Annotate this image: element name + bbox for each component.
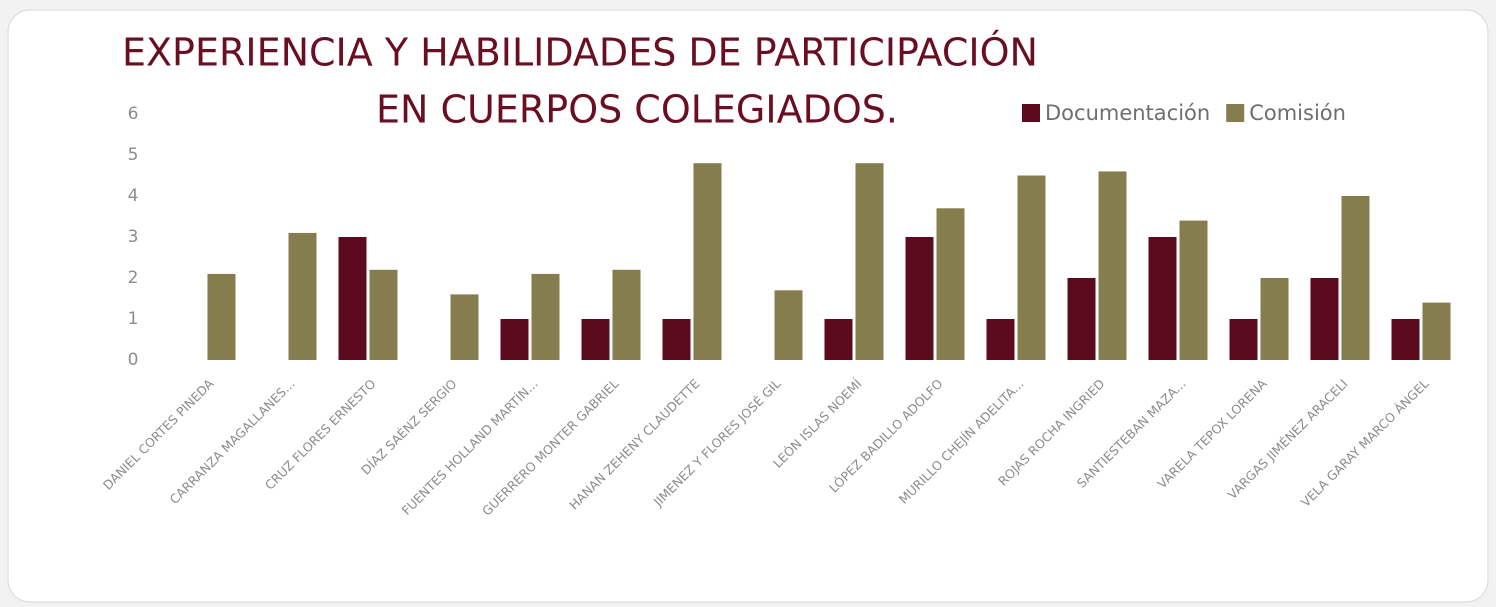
legend-label: Documentación [1045, 101, 1210, 125]
bar [338, 237, 367, 360]
bar [1310, 278, 1339, 360]
y-tick-label: 1 [128, 309, 139, 329]
bar [693, 163, 722, 360]
bar [936, 208, 965, 360]
y-tick-label: 0 [128, 350, 139, 370]
y-tick-label: 2 [128, 268, 139, 288]
bar [1067, 278, 1096, 360]
chart-title: EN CUERPOS COLEGIADOS. [376, 88, 898, 132]
bar [288, 232, 317, 360]
bar [1148, 237, 1177, 360]
bar [1229, 319, 1258, 360]
y-tick-label: 3 [128, 227, 139, 247]
card [7, 9, 1489, 603]
bar [207, 273, 236, 360]
bar [1391, 319, 1420, 360]
legend-label: Comisión [1249, 101, 1346, 125]
bar [581, 319, 610, 360]
bar [612, 269, 641, 360]
bar [1260, 278, 1289, 360]
legend-swatch [1226, 104, 1245, 122]
y-tick-label: 4 [128, 186, 139, 206]
bar [1422, 302, 1451, 360]
y-tick-label: 6 [128, 104, 139, 124]
bar [824, 319, 853, 360]
bar [855, 163, 884, 360]
bar [531, 273, 560, 360]
bar [905, 237, 934, 360]
bar [500, 319, 529, 360]
bar [986, 319, 1015, 360]
bar [1098, 171, 1127, 360]
y-tick-label: 5 [128, 145, 139, 165]
bar [774, 290, 803, 360]
bar [1341, 196, 1370, 360]
bar [369, 269, 398, 360]
bar [1017, 175, 1046, 360]
chart-title: EXPERIENCIA Y HABILIDADES DE PARTICIPACI… [122, 31, 1038, 75]
bar [1179, 220, 1208, 360]
legend-swatch [1022, 104, 1040, 122]
bar [662, 319, 691, 360]
bar [450, 294, 479, 360]
